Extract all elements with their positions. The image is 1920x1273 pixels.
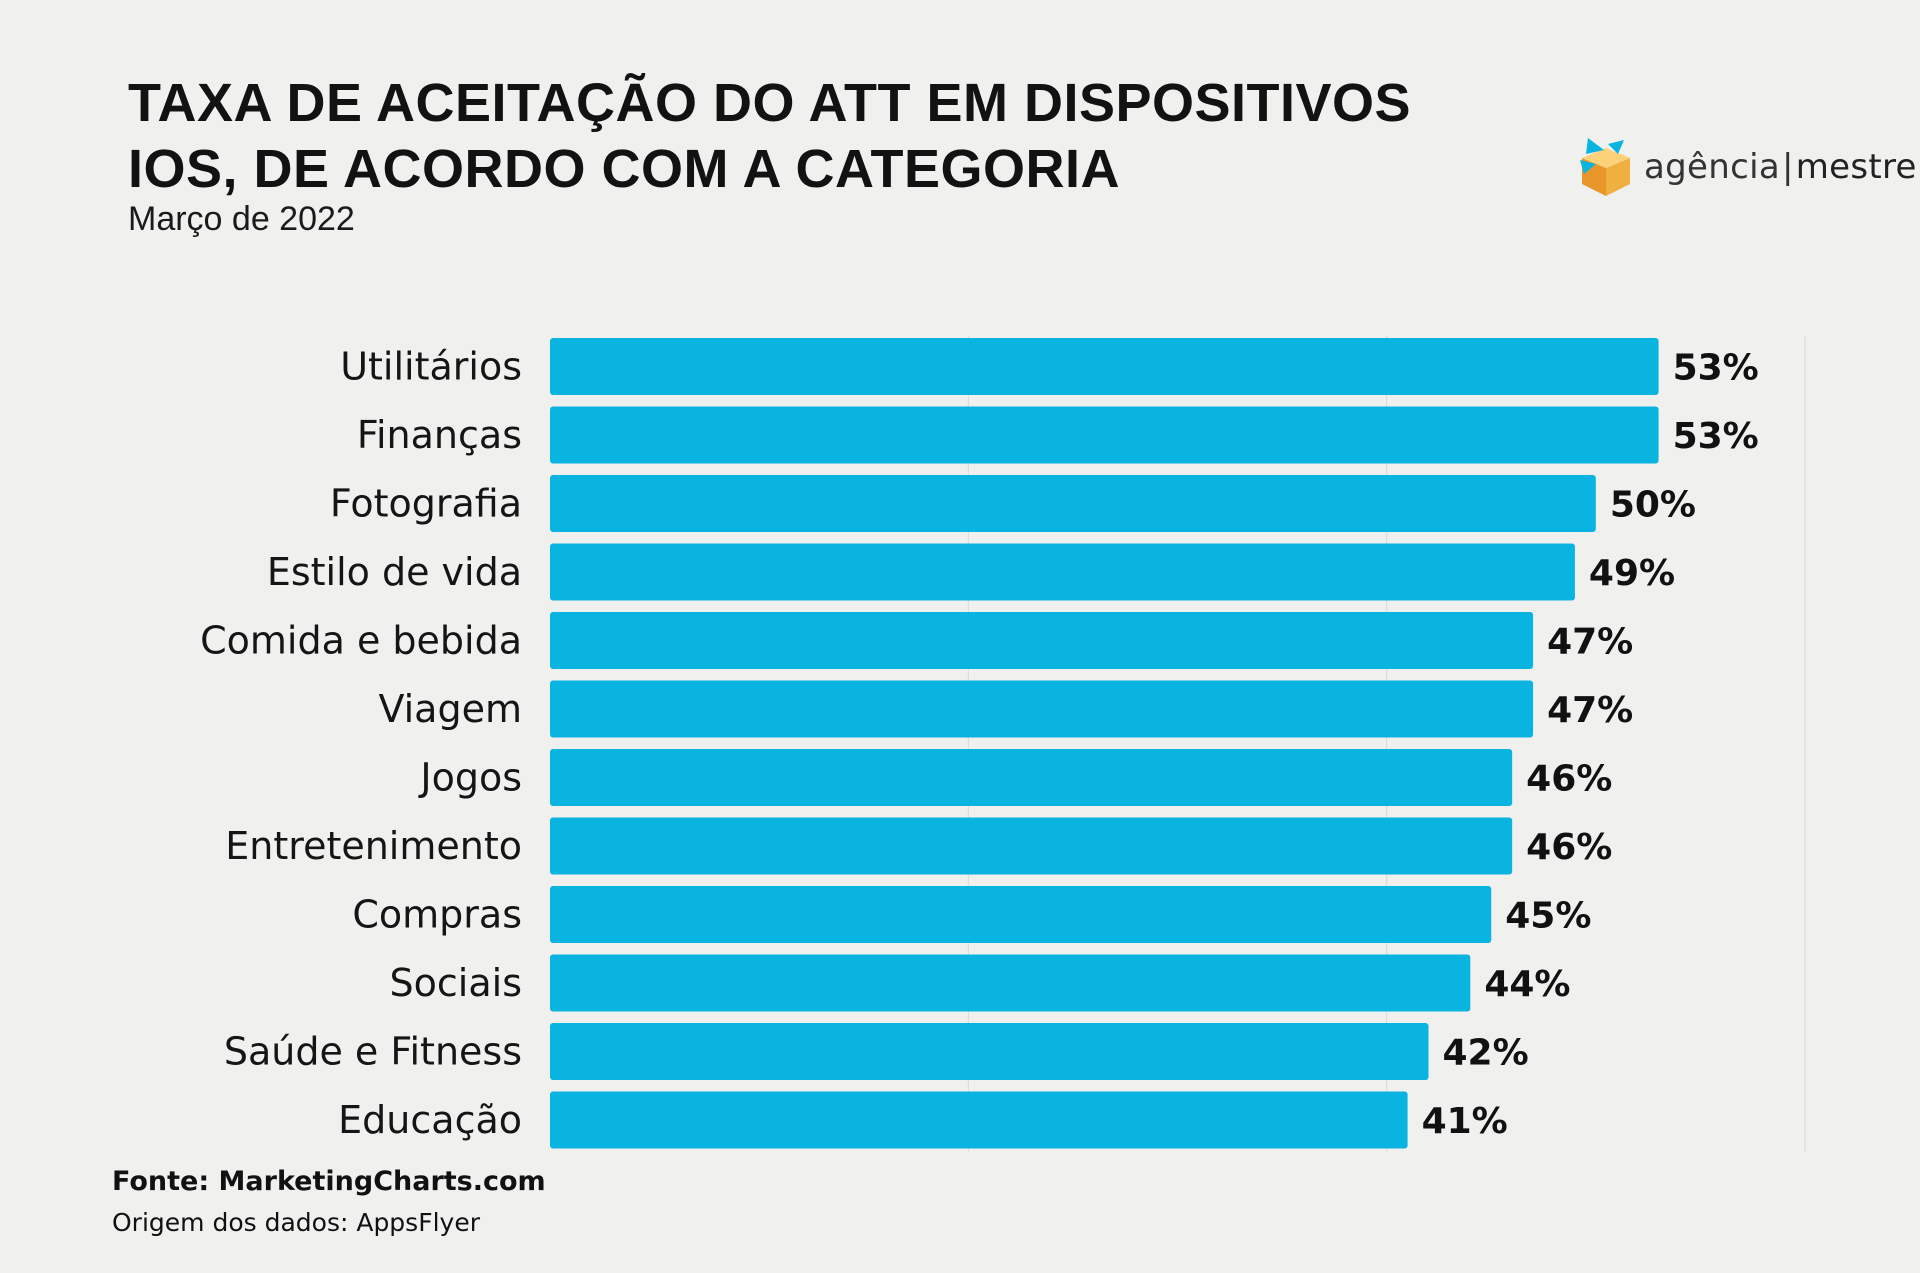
bar-9 xyxy=(550,954,1471,1012)
bar-6 xyxy=(550,749,1513,806)
value-label-1: 53% xyxy=(1673,416,1759,457)
bar-4 xyxy=(550,612,1534,669)
category-label-2: Fotografia xyxy=(330,482,522,526)
bar-10 xyxy=(550,1023,1429,1080)
value-label-4: 47% xyxy=(1547,622,1633,663)
value-label-8: 45% xyxy=(1505,896,1591,937)
bar-8 xyxy=(550,886,1492,943)
bar-0 xyxy=(550,338,1659,395)
brand-name-right: mestre xyxy=(1795,147,1917,187)
chart-subtitle: Março de 2022 xyxy=(128,200,355,238)
value-label-7: 46% xyxy=(1526,827,1612,868)
category-label-4: Comida e bebida xyxy=(200,619,522,663)
value-label-5: 47% xyxy=(1547,690,1633,731)
brand-name: agência|mestre xyxy=(1644,147,1917,187)
category-label-0: Utilitários xyxy=(340,345,522,389)
value-label-10: 42% xyxy=(1443,1033,1529,1074)
value-label-9: 44% xyxy=(1484,964,1570,1005)
value-label-0: 53% xyxy=(1673,348,1759,389)
category-label-3: Estilo de vida xyxy=(267,550,522,594)
bar-5 xyxy=(550,680,1534,738)
chart-title-line-2: IOS, DE ACORDO COM A CATEGORIA xyxy=(128,139,1121,199)
category-label-6: Jogos xyxy=(418,756,522,800)
category-label-5: Viagem xyxy=(378,687,522,731)
category-label-10: Saúde e Fitness xyxy=(224,1030,522,1074)
bar-11 xyxy=(550,1091,1408,1149)
brand-logo: agência|mestre xyxy=(1578,138,1917,196)
star-cube-logo-icon xyxy=(1580,138,1630,196)
category-label-1: Finanças xyxy=(357,413,522,457)
brand-separator: | xyxy=(1781,147,1794,187)
bar-2 xyxy=(550,475,1596,532)
source-note: Fonte: MarketingCharts.com xyxy=(112,1166,546,1197)
chart-title-line-1: TAXA DE ACEITAÇÃO DO ATT EM DISPOSITIVOS xyxy=(128,73,1412,133)
value-label-2: 50% xyxy=(1610,485,1696,526)
chart-title: TAXA DE ACEITAÇÃO DO ATT EM DISPOSITIVOS… xyxy=(128,70,1628,202)
category-label-7: Entretenimento xyxy=(225,824,522,868)
category-label-8: Compras xyxy=(352,893,522,937)
value-label-6: 46% xyxy=(1526,759,1612,800)
brand-name-left: agência xyxy=(1644,147,1780,187)
data-origin-note: Origem dos dados: AppsFlyer xyxy=(112,1208,480,1237)
category-label-9: Sociais xyxy=(390,961,522,1005)
category-label-11: Educação xyxy=(338,1098,522,1142)
bar-3 xyxy=(550,543,1575,601)
bar-7 xyxy=(550,817,1513,875)
bar-1 xyxy=(550,406,1659,464)
value-label-3: 49% xyxy=(1589,553,1675,594)
value-label-11: 41% xyxy=(1422,1101,1508,1142)
